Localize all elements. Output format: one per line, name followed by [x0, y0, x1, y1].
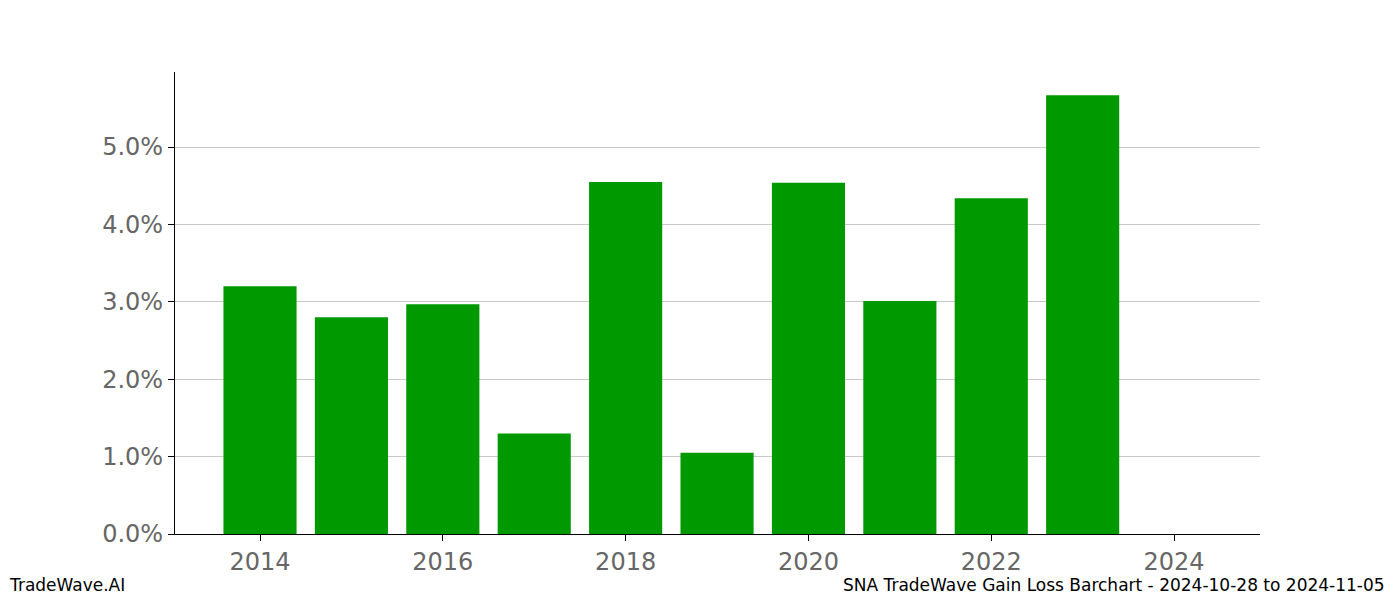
svg-text:2016: 2016: [412, 548, 473, 576]
svg-text:TradeWave.AI: TradeWave.AI: [9, 575, 125, 595]
svg-text:2022: 2022: [961, 548, 1022, 576]
svg-text:2024: 2024: [1144, 548, 1205, 576]
svg-text:0.0%: 0.0%: [102, 520, 163, 548]
svg-text:3.0%: 3.0%: [102, 288, 163, 316]
svg-text:5.0%: 5.0%: [102, 133, 163, 161]
svg-text:1.0%: 1.0%: [102, 443, 163, 471]
svg-text:2014: 2014: [229, 548, 290, 576]
svg-text:2.0%: 2.0%: [102, 366, 163, 394]
svg-text:2018: 2018: [595, 548, 656, 576]
svg-text:2020: 2020: [778, 548, 839, 576]
svg-text:4.0%: 4.0%: [102, 211, 163, 239]
svg-text:SNA TradeWave Gain Loss Barcha: SNA TradeWave Gain Loss Barchart - 2024-…: [843, 575, 1385, 595]
